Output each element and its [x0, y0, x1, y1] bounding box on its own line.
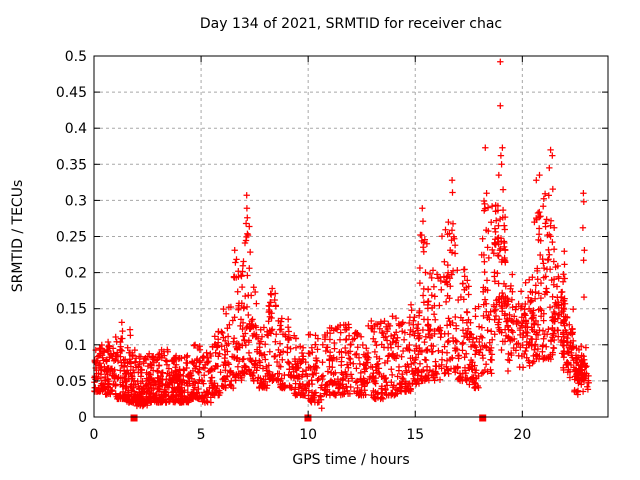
- y-axis-label: SRMTID / TECUs: [10, 180, 26, 293]
- scatter-plus-markers: [91, 58, 592, 412]
- x-tick-label: 10: [299, 427, 317, 443]
- event-square-marker: [479, 414, 487, 422]
- y-tick-label: 0.25: [56, 230, 87, 246]
- tick-labels: 0 5 10 15 20 0 0.05 0.1 0.15 0.2 0.25 0.3 0.35 0.4 0.4…: [56, 49, 531, 443]
- y-tick-label: 0.2: [65, 266, 87, 282]
- y-tick-label: 0.5: [65, 49, 87, 65]
- event-square-marker: [130, 414, 138, 422]
- x-axis-label: GPS time / hours: [292, 452, 409, 468]
- y-tick-label: 0.4: [65, 121, 87, 137]
- event-square-marker: [304, 414, 312, 422]
- y-tick-label: 0: [78, 410, 87, 426]
- y-tick-label: 0.45: [56, 85, 87, 101]
- x-tick-label: 20: [513, 427, 531, 443]
- y-tick-label: 0.1: [65, 338, 87, 354]
- chart-title: Day 134 of 2021, SRMTID for receiver cha…: [200, 16, 502, 32]
- plot-border: [93, 55, 609, 418]
- x-tick-label: 0: [90, 427, 99, 443]
- y-tick-label: 0.3: [65, 193, 87, 209]
- x-tick-label: 5: [197, 427, 206, 443]
- scatter-series: [91, 58, 592, 422]
- y-tick-label: 0.35: [56, 157, 87, 173]
- y-tick-label: 0.15: [56, 302, 87, 318]
- x-tick-label: 15: [406, 427, 424, 443]
- y-tick-label: 0.05: [56, 374, 87, 390]
